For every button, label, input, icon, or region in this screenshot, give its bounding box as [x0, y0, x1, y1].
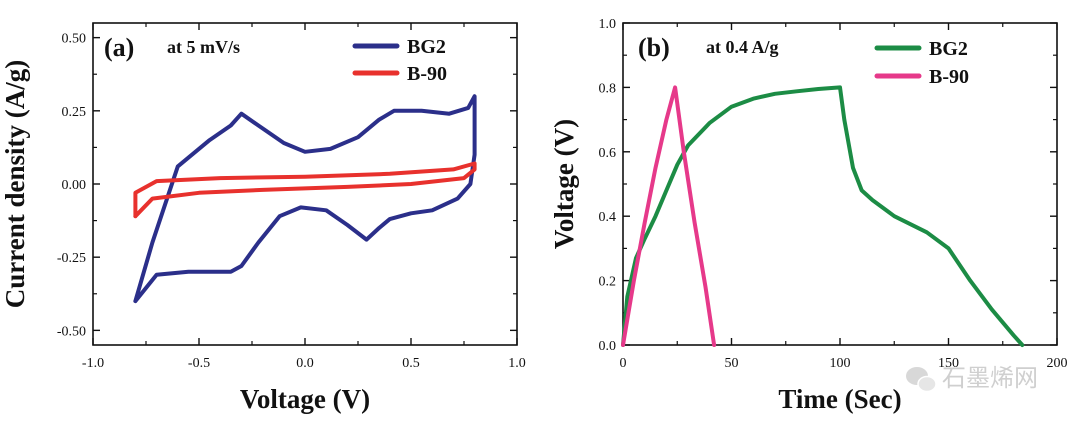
condition-annotation: at 0.4 A/g — [706, 37, 779, 57]
series-line-bg2 — [621, 85, 1025, 347]
x-tick-label: 0.5 — [402, 356, 420, 371]
y-tick-label: 0.50 — [62, 32, 87, 47]
y-tick-label: 0.2 — [599, 275, 617, 290]
series-line-bg2 — [133, 94, 477, 304]
y-tick-label: 0.00 — [62, 178, 87, 193]
y-tick-label: 0.25 — [62, 105, 87, 120]
series-line-b-90 — [621, 85, 717, 347]
y-tick-label: -0.25 — [57, 251, 86, 266]
x-tick-label: 200 — [1047, 356, 1068, 371]
chart-panel-2: 0 50 100 150 200 0.0 0.2 0.4 0.6 0.8 1.0 Time (Sec)… — [549, 17, 1068, 414]
y-tick-label: 0.8 — [599, 81, 617, 96]
wechat-icon — [906, 367, 937, 393]
legend-label: B-90 — [929, 66, 969, 88]
legend-label: BG2 — [929, 38, 968, 60]
x-axis-label: Time (Sec) — [778, 384, 901, 414]
watermark: 石墨烯网 — [906, 364, 1038, 393]
y-tick-label: 0.0 — [599, 339, 617, 354]
plot-frame — [92, 22, 518, 346]
y-axis-label: Current density (A/g) — [0, 60, 30, 308]
x-tick-label: 0.0 — [296, 356, 314, 371]
y-axis-label: Voltage (V) — [549, 119, 579, 249]
panel-label: (a) — [104, 33, 134, 62]
wechat-bubble-small — [917, 375, 937, 393]
y-tick-label: 0.4 — [599, 210, 617, 225]
y-tick-label: 1.0 — [599, 17, 617, 32]
chart-panel-1: -1.0 -0.5 0.0 0.5 1.0 -0.50 -0.25 0.00 0.25 0.50 V… — [0, 22, 526, 414]
watermark-text: 石墨烯网 — [942, 364, 1038, 392]
x-tick-label: -0.5 — [188, 356, 210, 371]
legend-label: BG2 — [407, 36, 446, 58]
y-tick-label: 0.6 — [599, 146, 617, 161]
x-tick-label: 150 — [938, 356, 959, 371]
x-tick-label: -1.0 — [82, 356, 104, 371]
panel-label: (b) — [638, 33, 670, 62]
y-tick-label: -0.50 — [57, 324, 86, 339]
x-tick-label: 0 — [620, 356, 627, 371]
condition-annotation: at 5 mV/s — [167, 37, 240, 57]
legend-label: B-90 — [407, 63, 447, 85]
series-line-b-90 — [133, 161, 477, 219]
x-tick-label: 1.0 — [508, 356, 526, 371]
x-tick-label: 50 — [725, 356, 739, 371]
x-tick-label: 100 — [830, 356, 851, 371]
x-axis-label: Voltage (V) — [240, 384, 370, 414]
